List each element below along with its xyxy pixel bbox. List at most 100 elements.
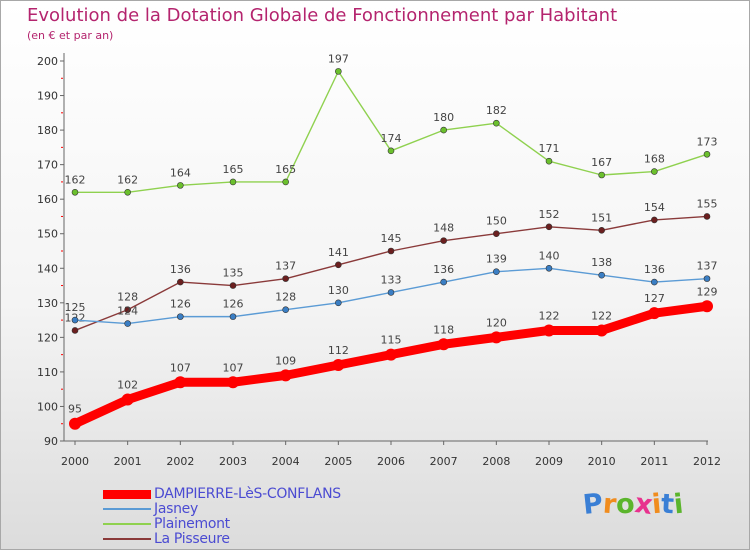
data-label: 135 — [223, 267, 244, 280]
data-point — [229, 282, 237, 289]
data-point — [69, 417, 81, 430]
data-point — [71, 327, 79, 334]
y-tick-label: 180 — [37, 124, 58, 137]
proxiti-logo: Proxiti — [581, 488, 686, 521]
chart-subtitle: (en € et par an) — [27, 29, 114, 42]
data-label: 109 — [275, 354, 296, 367]
data-point — [387, 147, 395, 155]
data-point — [545, 157, 553, 165]
y-tick-label: 140 — [37, 262, 58, 275]
x-tick-label: 2008 — [482, 455, 510, 468]
data-point — [701, 300, 713, 313]
data-point — [490, 331, 503, 344]
data-point — [229, 178, 237, 186]
data-point — [282, 306, 289, 314]
data-point — [543, 324, 555, 337]
data-point — [598, 226, 605, 234]
data-label: 125 — [65, 301, 86, 314]
data-label: 128 — [275, 291, 296, 304]
data-label: 95 — [68, 403, 82, 416]
data-point — [703, 275, 711, 282]
legend-label-dampierre: DAMPIERRE-LèS-CONFLANS — [154, 486, 341, 502]
x-tick-label: 2006 — [377, 455, 405, 468]
y-tick-label: 190 — [37, 90, 58, 103]
data-label: 150 — [486, 215, 507, 228]
data-point — [335, 68, 342, 75]
y-tick-label: 170 — [37, 159, 58, 172]
data-point — [493, 230, 500, 238]
data-point — [545, 264, 553, 272]
legend-swatch-jasney — [103, 508, 151, 510]
x-tick-label: 2005 — [324, 455, 352, 468]
data-label: 122 — [591, 309, 612, 322]
data-point — [437, 338, 450, 351]
data-label: 126 — [170, 298, 191, 311]
data-point — [121, 393, 134, 406]
data-label: 137 — [275, 260, 296, 273]
data-point — [124, 320, 131, 327]
data-label: 141 — [328, 246, 349, 259]
data-point — [651, 168, 658, 175]
data-label: 129 — [697, 285, 718, 298]
data-point — [282, 178, 289, 186]
data-label: 139 — [486, 253, 507, 266]
data-label: 127 — [644, 292, 665, 305]
data-label: 122 — [539, 309, 560, 322]
data-point — [648, 307, 661, 320]
data-point — [598, 271, 605, 279]
data-point — [703, 213, 711, 220]
data-point — [229, 313, 237, 320]
data-label: 154 — [644, 201, 665, 214]
data-point — [332, 359, 345, 371]
data-point — [335, 299, 342, 307]
data-label: 112 — [328, 344, 349, 357]
y-tick-label: 150 — [37, 228, 58, 241]
legend-label-jasney: Jasney — [154, 501, 198, 517]
legend-item-jasney: Jasney — [103, 501, 198, 517]
data-label: 152 — [539, 208, 560, 221]
x-tick-label: 2007 — [430, 455, 458, 468]
data-label: 102 — [117, 379, 138, 392]
x-tick-label: 2000 — [61, 455, 89, 468]
data-label: 182 — [486, 104, 507, 117]
data-label: 162 — [65, 173, 86, 186]
legend-item-la-pisseure: La Pisseure — [103, 531, 230, 547]
y-tick-label: 160 — [37, 193, 58, 206]
x-tick-label: 2003 — [219, 455, 247, 468]
data-point — [440, 237, 447, 244]
data-point — [493, 268, 500, 276]
data-label: 145 — [381, 232, 402, 245]
legend-swatch-la-pisseure — [103, 538, 151, 540]
data-label: 138 — [591, 256, 612, 269]
logo-letter: P — [581, 488, 605, 521]
y-tick-label: 100 — [37, 400, 58, 413]
data-label: 136 — [644, 263, 665, 276]
data-label: 118 — [433, 323, 454, 336]
data-point — [124, 306, 131, 314]
data-label: 173 — [697, 135, 718, 148]
data-label: 137 — [697, 260, 718, 273]
data-point — [71, 316, 79, 324]
data-point — [174, 376, 187, 389]
y-tick-label: 130 — [37, 297, 58, 310]
logo-letter: i — [672, 488, 686, 521]
y-tick-label: 200 — [37, 55, 58, 68]
data-point — [124, 188, 131, 196]
x-tick-label: 2004 — [272, 455, 300, 468]
data-label: 197 — [328, 52, 349, 65]
data-point — [335, 261, 342, 269]
legend-swatch-plainemont — [103, 523, 151, 525]
chart-title: Evolution de la Dotation Globale de Fonc… — [27, 5, 618, 26]
x-tick-label: 2002 — [166, 455, 194, 468]
x-tick-label: 2012 — [693, 455, 721, 468]
data-label: 115 — [381, 334, 402, 347]
legend-label-la-pisseure: La Pisseure — [154, 531, 230, 547]
legend-swatch-dampierre — [103, 489, 151, 499]
x-tick-label: 2009 — [535, 455, 563, 468]
data-label: 171 — [539, 142, 560, 155]
data-point — [703, 150, 711, 158]
x-tick-label: 2011 — [640, 455, 668, 468]
legend-item-plainemont: Plainemont — [103, 516, 230, 532]
